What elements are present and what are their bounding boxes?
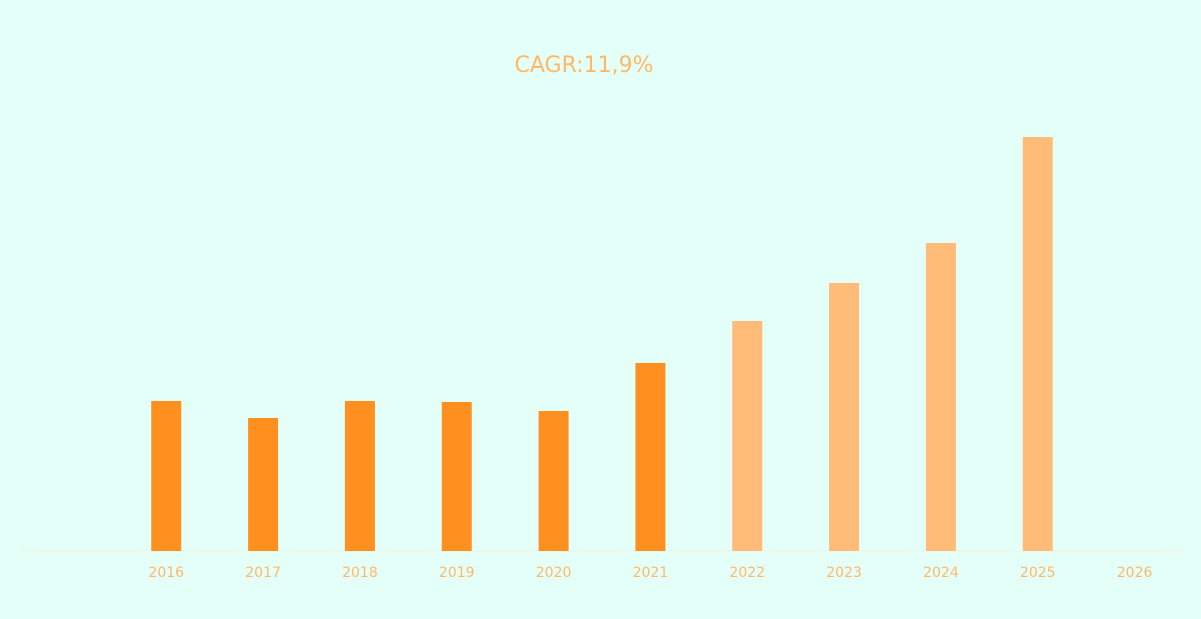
x-tick-label: 2024 (923, 565, 959, 581)
chart-title: CAGR:11,9% (515, 53, 654, 78)
x-tick-label: 2019 (439, 565, 475, 581)
bar (925, 243, 956, 551)
x-tick-label: 2018 (342, 565, 378, 581)
bar (248, 418, 279, 551)
bar (829, 283, 860, 551)
bar (538, 411, 569, 551)
bar (151, 401, 182, 551)
bar (732, 321, 763, 551)
x-tick-label: 2017 (245, 565, 281, 581)
bar (635, 363, 666, 551)
bar (441, 402, 472, 551)
bar (1022, 137, 1053, 551)
x-tick-label: 2025 (1020, 565, 1056, 581)
x-tick-label: 2026 (1117, 565, 1153, 581)
x-tick-label: 2020 (536, 565, 572, 581)
x-tick-label: 2016 (148, 565, 184, 581)
x-tick-label: 2023 (826, 565, 862, 581)
x-tick-label: 2022 (729, 565, 765, 581)
x-tick-label: 2021 (633, 565, 669, 581)
bar (344, 401, 375, 551)
